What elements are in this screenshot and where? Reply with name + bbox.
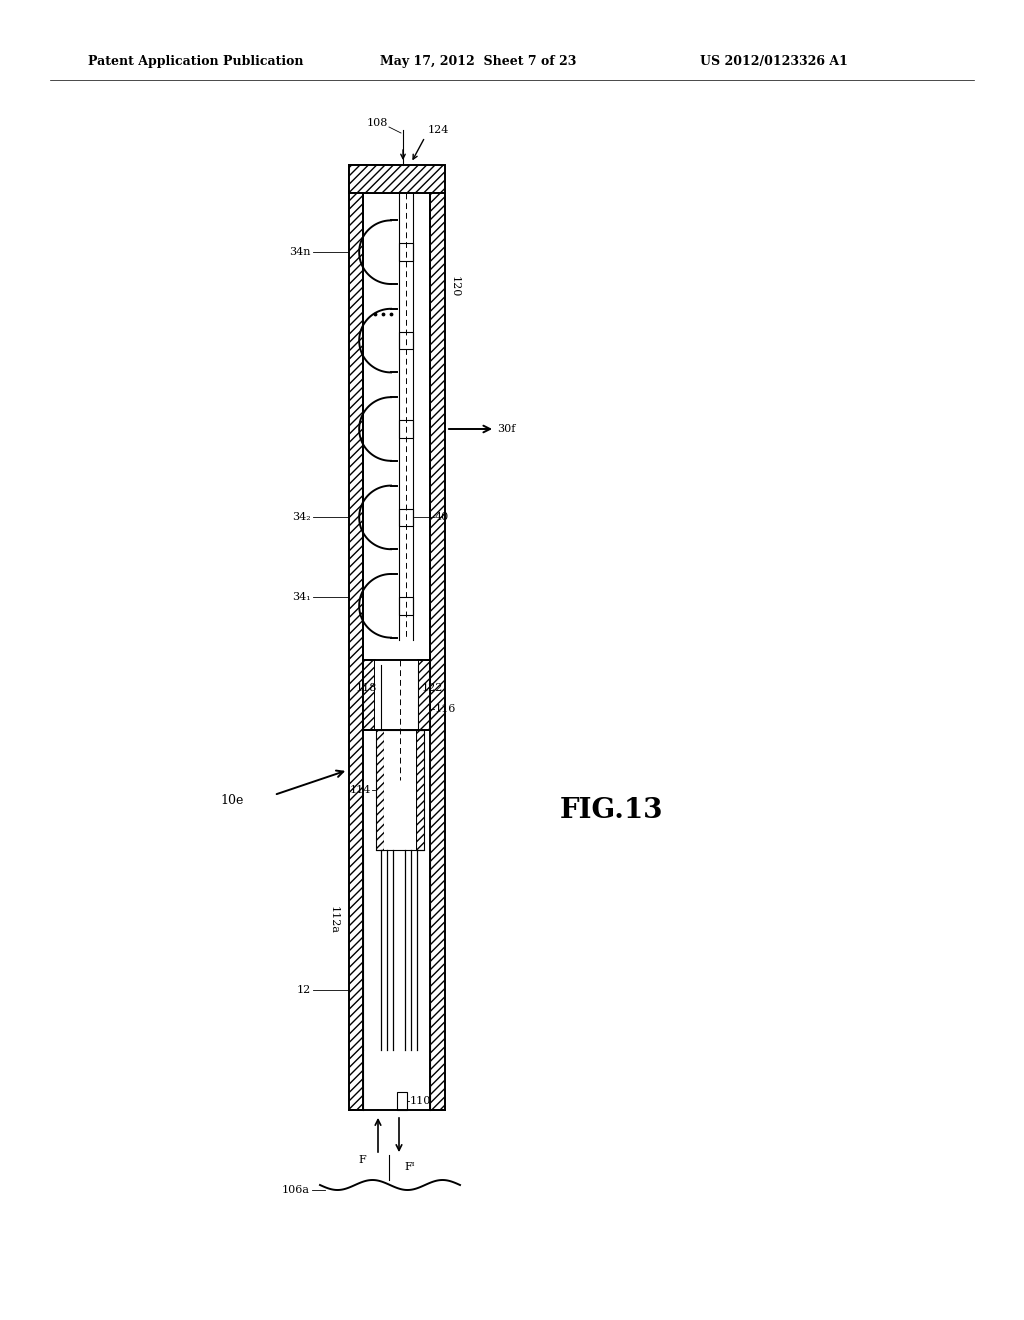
Text: 116: 116 bbox=[435, 704, 457, 714]
Text: Fᴵ: Fᴵ bbox=[404, 1162, 415, 1172]
Text: 122: 122 bbox=[422, 682, 443, 693]
Bar bbox=[399, 420, 413, 438]
Bar bbox=[418, 660, 430, 730]
Text: FIG.13: FIG.13 bbox=[560, 796, 664, 824]
Bar bbox=[397, 1092, 407, 1110]
Bar bbox=[376, 730, 384, 850]
Text: 30f: 30f bbox=[497, 424, 515, 434]
Text: 110: 110 bbox=[410, 1096, 431, 1106]
Text: 118: 118 bbox=[355, 682, 377, 693]
Text: 112a: 112a bbox=[329, 906, 339, 935]
Bar bbox=[362, 660, 375, 730]
Bar bbox=[349, 193, 362, 1110]
Text: 40: 40 bbox=[435, 512, 450, 523]
Text: 34₂: 34₂ bbox=[293, 512, 311, 523]
Text: 10e: 10e bbox=[220, 793, 244, 807]
Text: Patent Application Publication: Patent Application Publication bbox=[88, 55, 303, 69]
Text: 114: 114 bbox=[349, 785, 371, 795]
Bar bbox=[349, 165, 445, 193]
Text: May 17, 2012  Sheet 7 of 23: May 17, 2012 Sheet 7 of 23 bbox=[380, 55, 577, 69]
Text: 108: 108 bbox=[367, 117, 388, 128]
Text: 34n: 34n bbox=[290, 247, 311, 257]
Text: 12: 12 bbox=[297, 985, 311, 995]
Bar bbox=[399, 243, 413, 261]
Bar bbox=[399, 331, 413, 350]
Bar bbox=[416, 730, 424, 850]
Text: F: F bbox=[358, 1155, 366, 1166]
Bar bbox=[384, 730, 416, 850]
Bar bbox=[349, 165, 398, 193]
Text: 106a: 106a bbox=[282, 1185, 310, 1195]
Text: US 2012/0123326 A1: US 2012/0123326 A1 bbox=[700, 55, 848, 69]
Text: 120: 120 bbox=[450, 276, 460, 297]
Text: 34₁: 34₁ bbox=[293, 591, 311, 602]
Bar bbox=[399, 508, 413, 527]
Bar bbox=[399, 597, 413, 615]
Bar bbox=[430, 193, 445, 1110]
Bar bbox=[375, 660, 418, 730]
Text: 124: 124 bbox=[428, 125, 450, 135]
